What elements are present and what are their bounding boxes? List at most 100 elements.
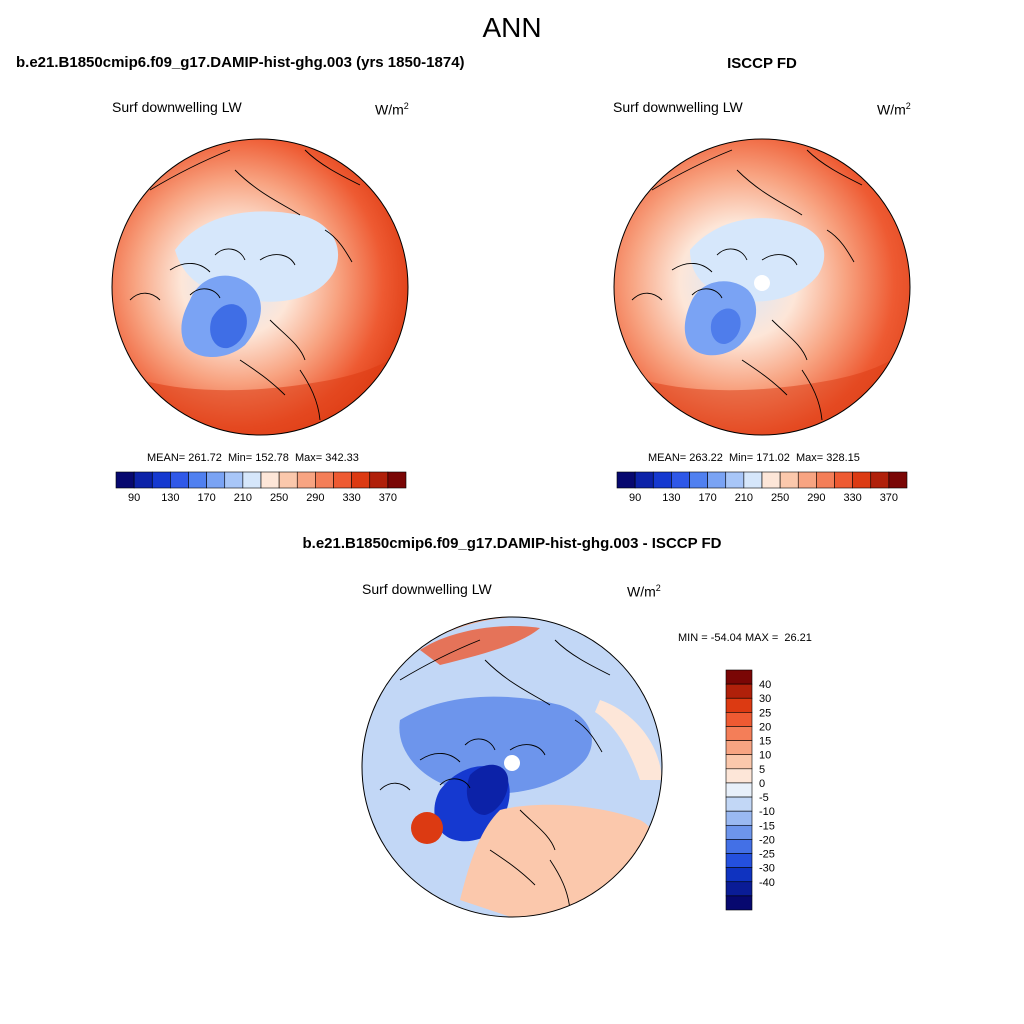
colorbar-swatch [725, 669, 753, 685]
panel-diff-title: b.e21.B1850cmip6.f09_g17.DAMIP-hist-ghg.… [302, 535, 722, 552]
colorbar-swatch [725, 740, 753, 756]
colorbar-swatch [743, 471, 763, 489]
map-left-coastlines [129, 149, 361, 421]
panel-right-title: ISCCP FD [727, 55, 797, 72]
colorbar-swatch [725, 839, 753, 854]
colorbar-tick-label: 290 [306, 492, 324, 504]
colorbar-swatch [115, 471, 135, 489]
colorbar-swatch [188, 471, 207, 489]
map-right-greenland-core [710, 308, 741, 345]
map-right-missing-data [754, 275, 770, 291]
colorbar-swatch [852, 471, 872, 489]
colorbar-tick-label: 15 [759, 736, 771, 748]
colorbar-swatch [816, 471, 835, 489]
colorbar-swatch [206, 471, 226, 489]
colorbar-tick-label: 250 [270, 492, 288, 504]
colorbar-tick-label: 210 [735, 492, 753, 504]
colorbar-swatch [725, 471, 745, 489]
colorbar-tick-label: 25 [759, 707, 771, 719]
colorbar-tick-label: 130 [662, 492, 680, 504]
colorbar-tick-label: 10 [759, 750, 771, 762]
map-right-coastlines [631, 149, 863, 421]
colorbar-swatch [170, 471, 189, 489]
colorbar-tick-label: 210 [234, 492, 252, 504]
colorbar-swatch [689, 471, 708, 489]
colorbar-swatch [315, 471, 334, 489]
colorbar-swatch [725, 796, 753, 812]
map-right-arctic-low [690, 218, 825, 302]
panel-diff-stats: MIN = -54.04 MAX = 26.21 [678, 632, 812, 644]
colorbar-swatch [151, 471, 171, 489]
panel-right-units: W/m2 [877, 101, 911, 118]
panel-left-variable: Surf downwelling LW [112, 99, 242, 115]
colorbar-tick-label: 5 [759, 764, 765, 776]
panel-right-variable: Surf downwelling LW [613, 99, 743, 115]
colorbar-swatch [634, 471, 654, 489]
colorbar-swatch [725, 867, 753, 883]
colorbar-swatch [888, 471, 908, 489]
colorbar-swatch [725, 853, 753, 868]
colorbar-swatch [260, 471, 280, 489]
colorbar-swatch [369, 471, 389, 489]
colorbar-swatch [725, 683, 753, 699]
colorbar-swatch [242, 471, 262, 489]
colorbar-tick-label: -25 [759, 849, 775, 861]
map-diff-pos-spot [411, 812, 443, 844]
colorbar-swatch [351, 471, 371, 489]
colorbar-swatch [761, 471, 781, 489]
colorbar-swatch [725, 712, 753, 727]
colorbar-swatch [779, 471, 799, 489]
colorbar-tick-label: -10 [759, 806, 775, 818]
colorbar-tick-label: -30 [759, 863, 775, 875]
colorbar-swatch [725, 895, 753, 911]
page-title: ANN [482, 12, 542, 43]
colorbar-tick-label: -20 [759, 834, 775, 846]
colorbar-swatch [278, 471, 298, 489]
colorbar-tick-label: 370 [379, 492, 397, 504]
map-left-border [111, 138, 409, 436]
colorbar-swatch [725, 881, 753, 897]
map-right-border [613, 138, 911, 436]
panel-right-stats: MEAN= 263.22 Min= 171.02 Max= 328.15 [648, 452, 860, 464]
colorbar-tick-label: 370 [880, 492, 898, 504]
colorbar-swatch [296, 471, 316, 489]
colorbar-tick-label: 20 [759, 721, 771, 733]
colorbar-swatch [834, 471, 853, 489]
colorbar-swatch [725, 697, 753, 713]
colorbar-swatch [652, 471, 672, 489]
panel-left-stats: MEAN= 261.72 Min= 152.78 Max= 342.33 [147, 452, 359, 464]
colorbar-diff: 40 30 25 20 15 10 5 0 -5 -10 -15 -20 -25 -30 -40 [725, 669, 775, 911]
colorbar-swatch [725, 754, 753, 770]
colorbar-swatch [671, 471, 690, 489]
colorbar-left: 90 130 170 210 250 290 330 370 [115, 471, 407, 504]
colorbar-tick-label: -15 [759, 820, 775, 832]
colorbar-swatch [707, 471, 727, 489]
colorbar-swatch [387, 471, 407, 489]
colorbar-swatch [797, 471, 817, 489]
panel-diff-units: W/m2 [627, 583, 661, 600]
colorbar-swatch [725, 782, 753, 798]
map-diff-neg-center [399, 696, 592, 794]
colorbar-tick-label: 170 [698, 492, 716, 504]
map-diff-missing-data [504, 755, 520, 771]
colorbar-swatch [725, 810, 753, 826]
colorbar-tick-label: 40 [759, 679, 771, 691]
colorbar-tick-label: 30 [759, 693, 771, 705]
colorbar-tick-label: 330 [843, 492, 861, 504]
colorbar-swatch [725, 768, 753, 784]
map-left-greenland-core [210, 304, 247, 349]
panel-left-title: b.e21.B1850cmip6.f09_g17.DAMIP-hist-ghg.… [16, 54, 465, 71]
colorbar-tick-label: -5 [759, 792, 769, 804]
map-diff-neg-greenland [466, 764, 509, 815]
map-diff-border [361, 616, 663, 918]
colorbar-tick-label: 290 [807, 492, 825, 504]
colorbar-swatch [333, 471, 352, 489]
colorbar-tick-label: 250 [771, 492, 789, 504]
panel-diff-variable: Surf downwelling LW [362, 581, 492, 597]
colorbar-swatch [725, 726, 753, 741]
map-diff-coastlines [379, 639, 611, 911]
colorbar-tick-label: 90 [128, 492, 140, 504]
colorbar-tick-label: 90 [629, 492, 641, 504]
map-diff-warm-north-core [420, 626, 540, 665]
colorbar-tick-label: 170 [197, 492, 215, 504]
